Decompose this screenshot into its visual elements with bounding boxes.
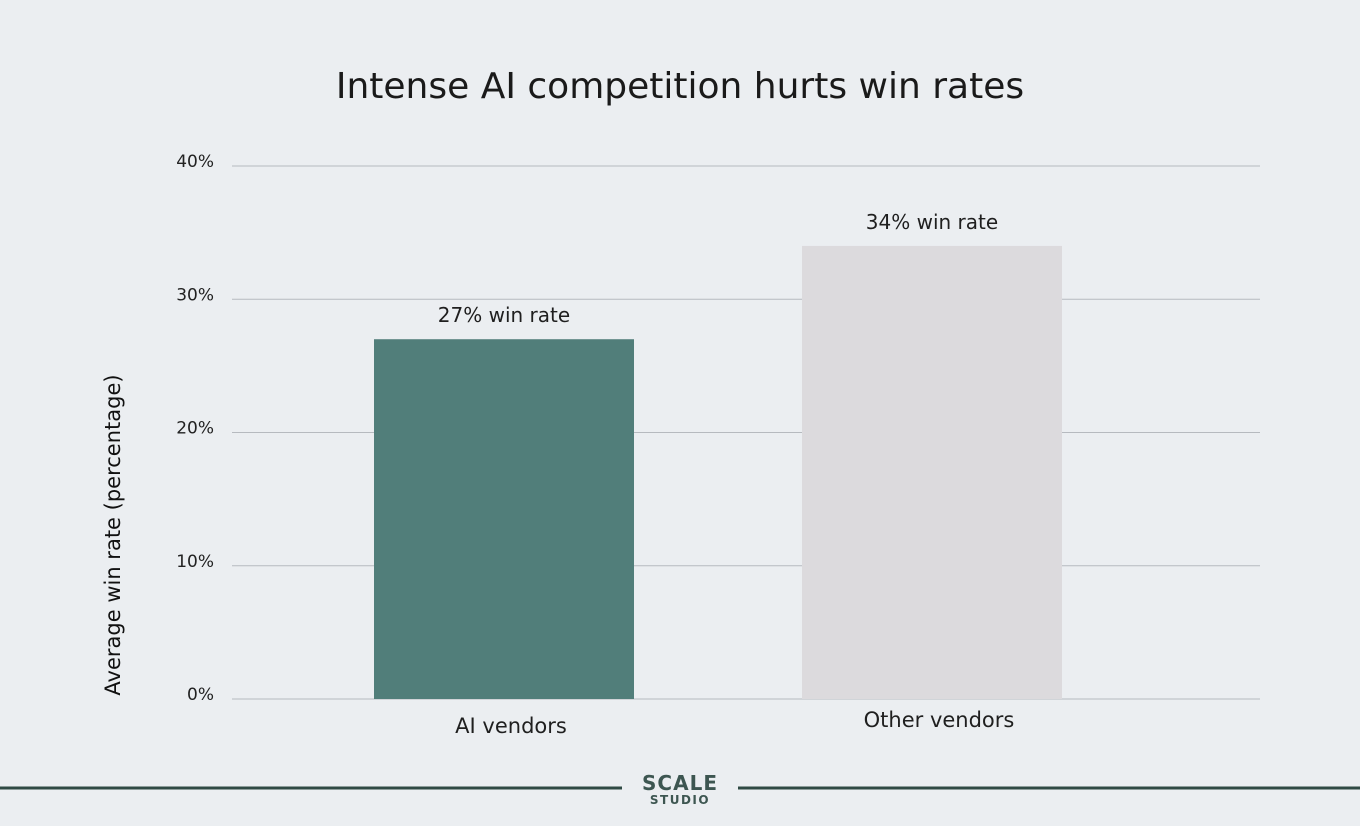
chart-title: Intense AI competition hurts win rates — [336, 66, 1024, 107]
data-labels: 27% win rate 34% win rate — [438, 210, 998, 327]
bar — [802, 245, 1062, 699]
bar-data-label: 34% win rate — [866, 210, 998, 234]
category-label: AI vendors — [455, 714, 567, 738]
brand-logo-sub: STUDIO — [650, 793, 710, 807]
y-tick-label: 10% — [176, 552, 214, 572]
category-labels: AI vendors Other vendors — [455, 708, 1014, 738]
y-tick-label: 30% — [176, 285, 214, 305]
y-tick-label: 20% — [176, 419, 214, 439]
bar-data-label: 27% win rate — [438, 303, 570, 327]
y-tick-label: 40% — [176, 152, 214, 172]
brand-logo-name: SCALE — [642, 771, 718, 795]
y-axis-title: Average win rate (percentage) — [101, 374, 125, 695]
bars — [374, 245, 1062, 699]
category-label: Other vendors — [864, 708, 1015, 732]
y-tick-label: 0% — [187, 685, 214, 705]
y-tick-labels: 0% 10% 20% 30% 40% — [176, 152, 214, 705]
bar — [374, 339, 634, 699]
